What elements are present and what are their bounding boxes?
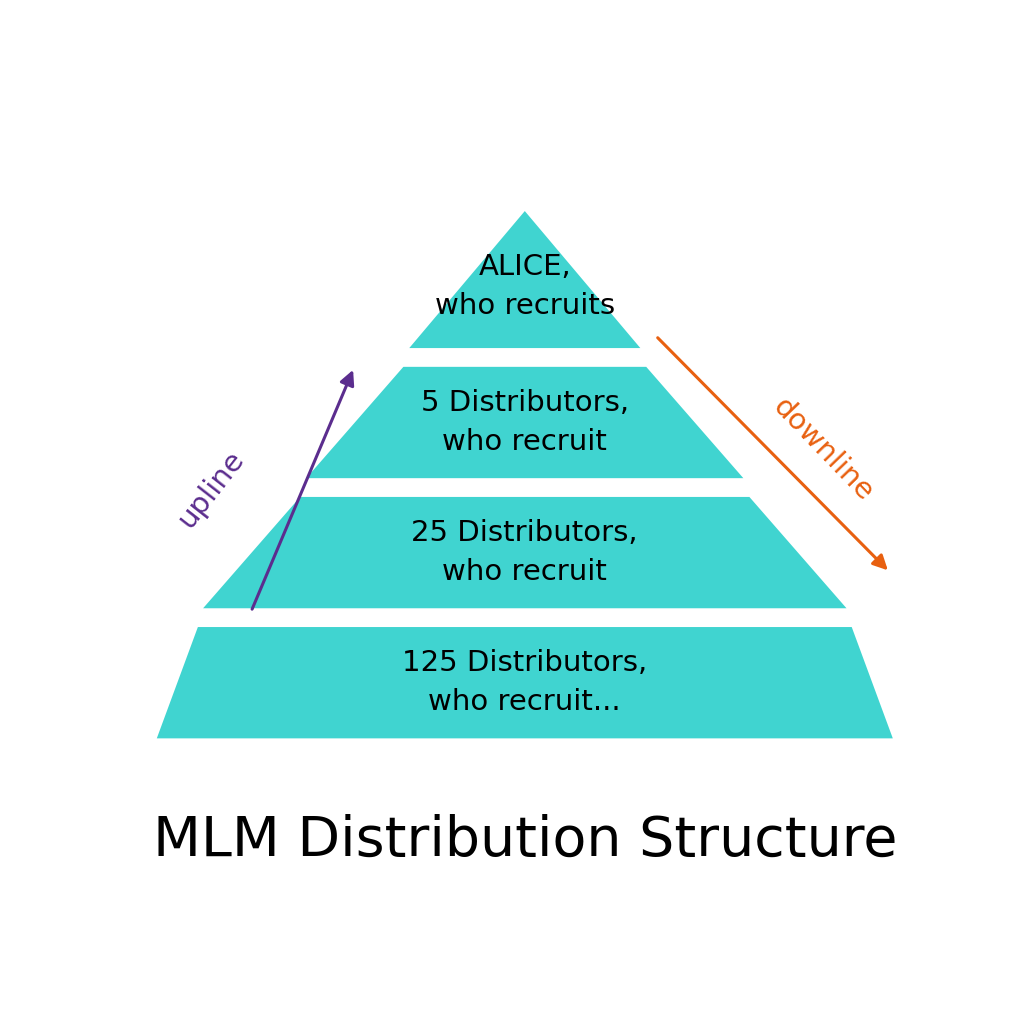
Text: ALICE,
who recruits: ALICE, who recruits (435, 253, 614, 319)
Text: 25 Distributors,
who recruit: 25 Distributors, who recruit (412, 519, 638, 586)
Text: 125 Distributors,
who recruit...: 125 Distributors, who recruit... (402, 649, 647, 716)
Polygon shape (299, 364, 751, 481)
Polygon shape (401, 206, 648, 351)
Polygon shape (152, 624, 898, 741)
Text: 5 Distributors,
who recruit: 5 Distributors, who recruit (421, 389, 629, 456)
Text: MLM Distribution Structure: MLM Distribution Structure (153, 813, 897, 867)
Text: upline: upline (173, 445, 250, 534)
Polygon shape (196, 494, 854, 611)
Text: downline: downline (767, 393, 879, 507)
